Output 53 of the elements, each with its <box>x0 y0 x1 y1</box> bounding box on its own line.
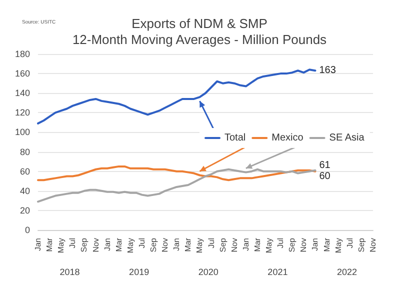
y-tick-label: 140 <box>14 88 30 98</box>
x-tick-label: May <box>334 238 343 254</box>
x-tick-label: Sep <box>80 237 89 252</box>
y-tick-label: 80 <box>20 146 30 157</box>
x-tick-label: May <box>56 238 66 254</box>
legend-label: Mexico <box>272 132 304 144</box>
x-tick-label: Nov <box>160 238 170 252</box>
x-tick-label: Jul <box>68 238 78 248</box>
text: 2020 <box>198 267 218 277</box>
data-label: 60 <box>319 170 331 182</box>
x-tick-label: Mar <box>252 238 262 252</box>
x-tick-label: Sep <box>356 237 366 252</box>
x-tick-label: Jan <box>172 238 182 251</box>
x-tick-label: Sep <box>218 237 228 252</box>
legend-label: SE Asia <box>329 132 365 144</box>
y-tick-label: 0 <box>24 225 30 235</box>
chart-title: Exports of NDM & SMP <box>132 16 268 31</box>
x-tick-label: Mar <box>114 238 124 252</box>
y-tick-label: 120 <box>14 108 30 118</box>
data-label: 61 <box>319 160 331 171</box>
y-tick-label: 160 <box>14 68 30 79</box>
y-tick-label: 60 <box>20 166 30 176</box>
y-tick-label: 20 <box>20 205 30 216</box>
y-tick-label: 40 <box>20 186 30 196</box>
x-tick-label: Nov <box>230 238 239 252</box>
legend-label: Total <box>224 132 246 144</box>
x-tick-label: Sep <box>149 237 158 252</box>
x-tick-label: May <box>126 238 135 254</box>
text: 2021 <box>268 267 288 277</box>
x-tick-label: Mar <box>45 238 54 252</box>
x-tick-label: May <box>195 238 204 254</box>
x-tick-label: Jul <box>206 238 216 248</box>
text: 2022 <box>336 267 358 277</box>
x-tick-label: May <box>264 238 274 254</box>
y-tick-label: 100 <box>14 127 30 138</box>
x-tick-label: Nov <box>368 238 378 252</box>
x-tick-label: Jul <box>276 238 286 248</box>
x-tick-label: Mar <box>322 238 332 252</box>
text: 2018 <box>60 267 80 277</box>
x-tick-label: Jan <box>102 238 112 251</box>
x-tick-label: Jan <box>241 238 250 251</box>
x-tick-label: Nov <box>299 238 308 252</box>
y-tick-label: 180 <box>14 49 30 59</box>
data-label: 163 <box>319 65 336 76</box>
x-tick-label: Jul <box>345 238 354 248</box>
chart-subtitle: 12-Month Moving Averages - Million Pounds <box>72 32 328 47</box>
x-tick-label: Jul <box>137 238 146 248</box>
x-tick-label: Sep <box>288 237 297 252</box>
x-tick-label: Jan <box>310 238 320 251</box>
text: 2019 <box>129 267 150 277</box>
x-tick-label: Jan <box>34 238 42 251</box>
x-tick-label: Nov <box>91 238 100 252</box>
x-tick-label: Mar <box>184 238 193 252</box>
